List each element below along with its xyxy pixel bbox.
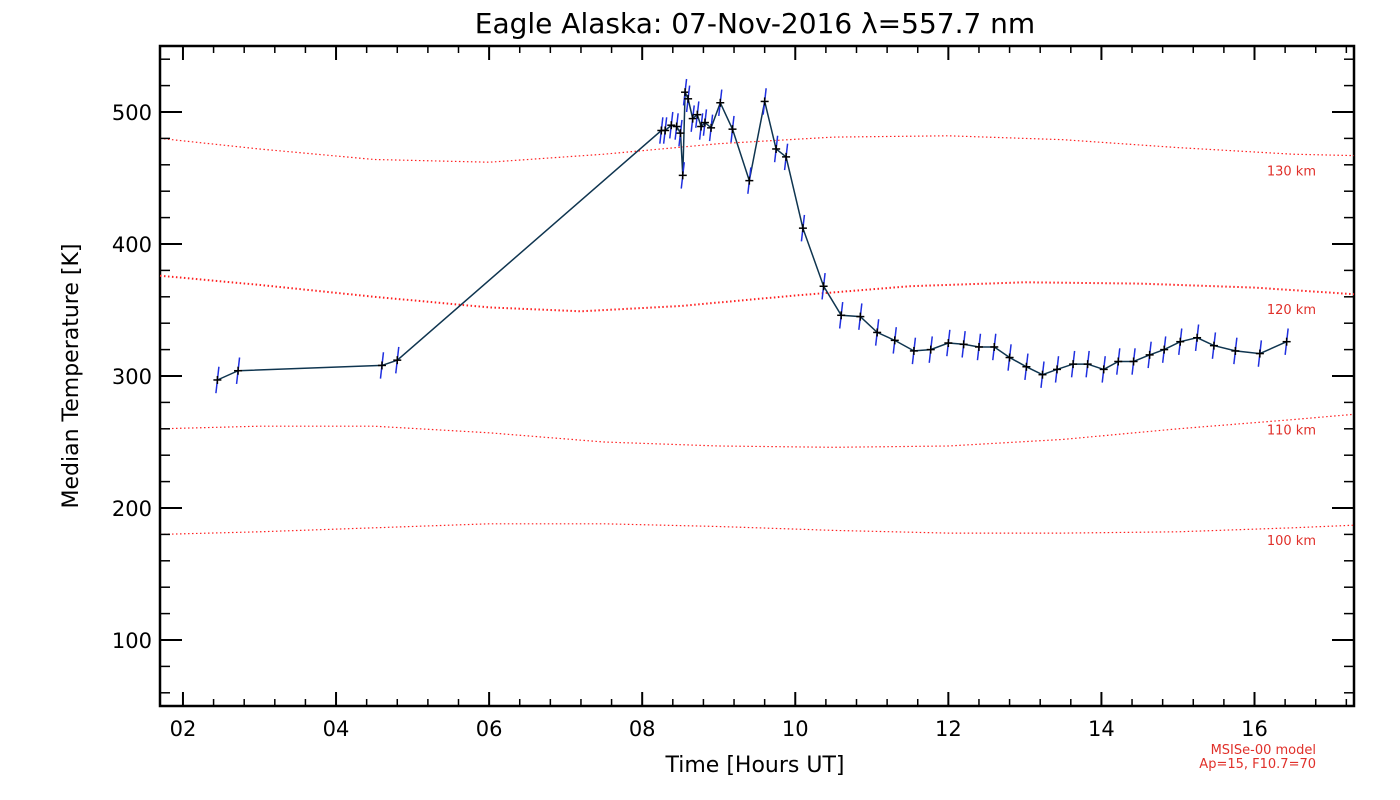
- x-tick-label: 06: [476, 717, 503, 741]
- axis-ticks: 02 04 06 08 10 12 14 16 100 200 300 400 500: [112, 46, 1354, 741]
- model-curve-label: 130 km: [1267, 165, 1316, 180]
- data-line: [217, 91, 1287, 381]
- x-tick-label: 08: [629, 717, 656, 741]
- plot-frame: [158, 44, 1356, 708]
- x-tick-label: 16: [1241, 717, 1268, 741]
- x-tick-label: 14: [1088, 717, 1115, 741]
- y-tick-label: 400: [112, 233, 152, 257]
- y-tick-label: 300: [112, 365, 152, 389]
- model-curve-label: 100 km: [1267, 534, 1316, 549]
- model-curve: [159, 135, 1355, 163]
- x-tick-label: 04: [323, 717, 350, 741]
- model-curves: 130 km 120 km 110 km 100 km: [159, 135, 1355, 549]
- model-curve: [159, 523, 1355, 535]
- x-axis-label: Time [Hours UT]: [665, 753, 845, 778]
- y-axis-label: Median Temperature [K]: [59, 244, 84, 509]
- chart-title: Eagle Alaska: 07-Nov-2016 λ=557.7 nm: [475, 7, 1035, 40]
- x-tick-label: 10: [782, 717, 809, 741]
- x-tick-label: 02: [170, 717, 197, 741]
- y-tick-label: 100: [112, 629, 152, 653]
- model-curve-label: 120 km: [1267, 303, 1316, 318]
- y-tick-label: 500: [112, 101, 152, 125]
- model-curve: [159, 413, 1355, 448]
- x-tick-label: 12: [935, 717, 962, 741]
- data-series: [213, 78, 1291, 394]
- y-tick-label: 200: [112, 497, 152, 521]
- model-note-line1: MSISe-00 model: [1211, 743, 1316, 758]
- model-note-line2: Ap=15, F10.7=70: [1199, 757, 1316, 772]
- model-curve-label: 110 km: [1267, 423, 1316, 438]
- model-curve: [159, 274, 1355, 313]
